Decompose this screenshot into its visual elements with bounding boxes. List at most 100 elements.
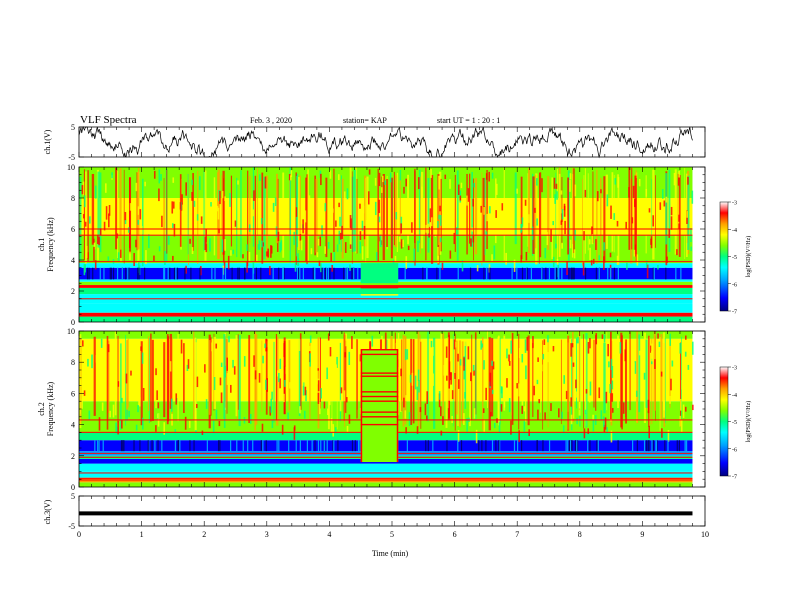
- spectral-speckle: [445, 346, 448, 358]
- spectral-speckle: [258, 240, 261, 250]
- spectral-speckle: [394, 255, 397, 262]
- colorbar-1: [719, 201, 729, 312]
- spectral-streak: [382, 174, 385, 261]
- spectral-streak: [454, 174, 456, 252]
- spectral-streak: [419, 176, 421, 254]
- spectral-band: [79, 482, 693, 487]
- spectral-streak: [547, 176, 550, 250]
- spectral-speckle: [472, 364, 475, 372]
- spectral-speckle: [187, 359, 190, 369]
- station-label: station= KAP: [343, 116, 387, 125]
- spectral-streak: [647, 343, 648, 411]
- s2-heatmap: [79, 331, 694, 487]
- event-line: [360, 294, 399, 296]
- spectral-speckle: [264, 176, 267, 189]
- spectral-speckle: [440, 430, 443, 436]
- spectral-speckle: [271, 391, 273, 400]
- spectral-streak: [514, 172, 517, 245]
- spectral-speckle: [270, 245, 272, 258]
- spectral-speckle: [536, 218, 538, 226]
- spectral-streak: [418, 169, 421, 244]
- spectral-streak: [486, 169, 488, 249]
- spectral-speckle: [518, 383, 520, 397]
- spectral-speckle: [416, 386, 419, 401]
- spectral-speckle: [330, 252, 332, 262]
- spectral-speckle: [668, 229, 671, 238]
- spectral-band: [79, 281, 693, 286]
- spectral-speckle: [650, 345, 652, 353]
- spectral-streak: [365, 177, 367, 263]
- spectral-speckle: [678, 214, 680, 222]
- spectral-streak: [513, 440, 516, 452]
- spectral-streak: [127, 267, 129, 280]
- spectral-speckle: [443, 364, 445, 376]
- spectral-speckle: [611, 380, 614, 390]
- spectral-streak: [617, 177, 620, 265]
- spectral-streak: [190, 267, 192, 280]
- spectral-streak: [584, 267, 587, 280]
- spectral-streak: [527, 168, 531, 253]
- spectral-speckle: [687, 176, 689, 185]
- spectral-streak: [438, 171, 442, 255]
- spectral-speckle: [417, 240, 419, 253]
- spectral-streak: [526, 267, 528, 280]
- event-line: [360, 395, 399, 398]
- spectral-streak: [296, 267, 299, 280]
- spectral-speckle: [137, 206, 140, 215]
- spectral-speckle: [215, 409, 218, 420]
- spectral-speckle: [430, 340, 433, 348]
- spectral-speckle: [139, 397, 141, 407]
- spectral-speckle: [318, 260, 321, 267]
- spectral-speckle: [230, 384, 232, 393]
- spectral-speckle: [220, 392, 223, 404]
- spectral-streak: [399, 174, 401, 246]
- spectral-speckle: [115, 422, 117, 434]
- spectral-streak: [681, 336, 682, 420]
- spectral-speckle: [523, 406, 526, 412]
- spectral-streak: [354, 440, 356, 452]
- spectral-streak: [169, 267, 171, 280]
- spectral-streak: [561, 267, 563, 280]
- spectral-speckle: [680, 419, 683, 432]
- narrowband-line: [79, 472, 693, 474]
- spectral-streak: [298, 339, 301, 417]
- spectral-speckle: [613, 213, 616, 220]
- spectral-streak: [489, 267, 491, 280]
- spectral-speckle: [339, 216, 341, 227]
- spectral-speckle: [555, 183, 558, 189]
- spectral-speckle: [604, 417, 607, 430]
- spectral-streak: [260, 267, 262, 280]
- y-tick-label: 2: [71, 452, 75, 461]
- y-tick-label: -5: [68, 522, 75, 531]
- spectral-streak: [139, 440, 141, 452]
- spectral-speckle: [196, 366, 199, 376]
- spectral-speckle: [419, 407, 422, 413]
- spectral-speckle: [204, 364, 206, 373]
- spectral-speckle: [489, 372, 492, 387]
- spectral-streak: [247, 170, 249, 267]
- spectral-streak: [645, 175, 647, 254]
- spectral-speckle: [585, 389, 588, 394]
- x-tick-label: 2: [202, 530, 206, 539]
- spectral-streak: [174, 440, 177, 452]
- spectral-streak: [491, 440, 494, 452]
- spectral-speckle: [634, 361, 637, 374]
- spectral-speckle: [589, 247, 591, 261]
- spectral-streak: [593, 339, 595, 408]
- spectral-speckle: [576, 417, 578, 425]
- spectral-streak: [309, 342, 311, 420]
- spectral-speckle: [279, 242, 281, 253]
- colorbar-tick-label: -6: [732, 447, 737, 453]
- spectral-speckle: [481, 343, 484, 348]
- spectral-speckle: [485, 231, 488, 236]
- spectral-speckle: [462, 220, 465, 227]
- spectral-speckle: [331, 264, 333, 272]
- spectral-streak: [97, 440, 99, 452]
- spectral-speckle: [574, 184, 577, 197]
- spectral-speckle: [288, 173, 291, 181]
- ch2-spectrogram-panel: 0 2 4 6 8 10 ch.2 Frequency (kHz): [37, 327, 706, 492]
- spectral-streak: [634, 175, 637, 254]
- spectral-streak: [128, 267, 130, 280]
- spectral-speckle: [330, 418, 333, 432]
